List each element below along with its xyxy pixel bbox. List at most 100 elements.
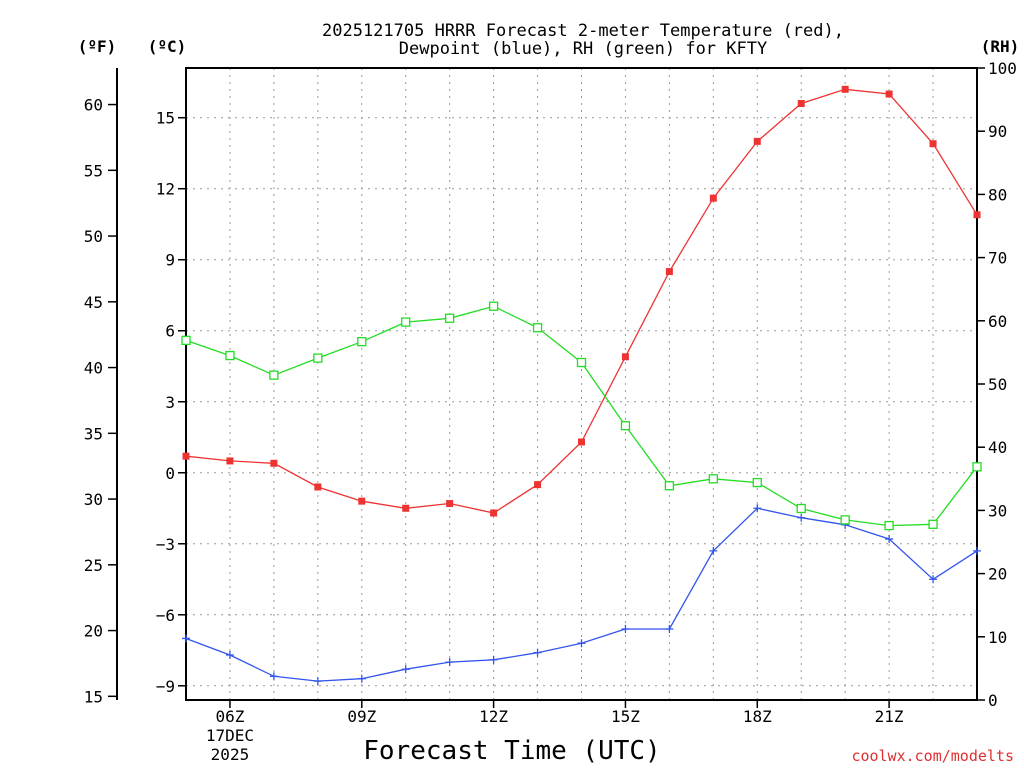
rh-point — [313, 353, 323, 363]
rh-point — [620, 421, 631, 431]
source-credit: coolwx.com/modelts — [851, 747, 1014, 765]
rh-point — [752, 477, 762, 488]
celsius-tick-label: −3 — [156, 535, 175, 554]
x-tick-label: 21Z — [875, 707, 904, 726]
rh-tick-label: 80 — [988, 185, 1007, 204]
2-meter-temperature-point — [753, 137, 761, 145]
x-tick-label: 15Z — [611, 707, 640, 726]
dewpoint-point — [225, 651, 234, 660]
dewpoint-point — [533, 648, 542, 657]
rh-point — [972, 462, 982, 472]
fahrenheit-tick-label: 35 — [84, 424, 103, 443]
dewpoint-point — [929, 575, 938, 584]
fahrenheit-tick-label: 55 — [84, 161, 103, 180]
2-meter-temperature-point — [182, 452, 190, 460]
fahrenheit-tick-label: 60 — [84, 96, 103, 115]
2-meter-temperature-point — [709, 194, 717, 202]
dewpoint-point — [182, 634, 190, 643]
2-meter-temperature-point — [270, 459, 278, 467]
celsius-tick-label: 3 — [165, 393, 175, 412]
celsius-tick-label: −6 — [156, 606, 175, 625]
rh-point — [796, 503, 806, 514]
rh-tick-label: 100 — [988, 59, 1017, 78]
2-meter-temperature-point — [578, 438, 585, 446]
celsius-tick-label: 12 — [156, 180, 175, 199]
2-meter-temperature-point — [797, 100, 805, 108]
rh-point — [357, 337, 367, 347]
rh-point — [884, 520, 894, 531]
dewpoint-point — [489, 655, 498, 664]
dewpoint-point — [665, 624, 674, 633]
rh-line — [185, 305, 978, 527]
2-meter-temperature-point — [841, 85, 849, 93]
fahrenheit-tick-label: 20 — [84, 622, 103, 641]
rh-point — [664, 481, 675, 491]
2-meter-temperature-point — [226, 457, 234, 465]
fahrenheit-tick-label: 25 — [84, 556, 103, 575]
dewpoint-point — [621, 624, 630, 633]
2-meter-temperature-point — [314, 483, 322, 491]
fahrenheit-tick-label: 15 — [84, 687, 103, 706]
celsius-unit-label: (ºC) — [148, 37, 187, 56]
x-tick-year-label: 2025 — [211, 745, 250, 764]
dewpoint-point — [313, 677, 322, 686]
2-meter-temperature-point — [358, 497, 366, 505]
dewpoint-point — [709, 546, 718, 555]
x-tick-label: 09Z — [347, 707, 376, 726]
dewpoint-point — [797, 513, 806, 522]
rh-point — [928, 519, 938, 529]
rh-point — [401, 317, 411, 327]
2-meter-temperature-point — [665, 268, 673, 276]
chart-title-line1: 2025121705 HRRR Forecast 2-meter Tempera… — [322, 21, 844, 41]
x-axis-label: Forecast Time (UTC) — [363, 736, 660, 766]
rh-tick-label: 50 — [988, 375, 1007, 394]
chart-title-line2: Dewpoint (blue), RH (green) for KFTY — [399, 39, 767, 59]
rh-tick-label: 40 — [988, 438, 1007, 457]
celsius-tick-label: 9 — [165, 251, 175, 270]
grid-lines — [186, 68, 977, 700]
dewpoint-point — [973, 546, 981, 555]
celsius-tick-label: 6 — [165, 322, 175, 341]
2-meter-temperature-point — [402, 504, 410, 512]
series-layer — [181, 85, 982, 686]
dewpoint-point — [401, 665, 410, 674]
2-meter-temperature-point — [534, 481, 542, 489]
fahrenheit-tick-label: 40 — [84, 359, 103, 378]
x-tick-date-label: 17DEC — [206, 726, 254, 745]
dewpoint-point — [445, 658, 454, 667]
rh-tick-label: 30 — [988, 501, 1007, 520]
dewpoint-point — [577, 639, 586, 648]
celsius-tick-label: −9 — [156, 677, 175, 696]
rh-tick-label: 60 — [988, 312, 1007, 331]
2-meter-temperature-point — [490, 509, 498, 517]
rh-tick-label: 20 — [988, 565, 1007, 584]
celsius-tick-label: 15 — [156, 109, 175, 128]
rh-point — [708, 474, 718, 484]
rh-point — [269, 370, 279, 380]
rh-point — [445, 313, 455, 323]
rh-tick-label: 90 — [988, 122, 1007, 141]
x-tick-label: 12Z — [479, 707, 508, 726]
2-meter-temperature-point — [885, 90, 893, 98]
rh-tick-label: 70 — [988, 249, 1007, 268]
rh-point — [576, 357, 587, 368]
fahrenheit-unit-label: (ºF) — [78, 37, 117, 56]
2-meter-temperature-point — [973, 211, 981, 219]
fahrenheit-tick-label: 45 — [84, 293, 103, 312]
rh-tick-label: 10 — [988, 628, 1007, 647]
rh-unit-label: (RH) — [981, 37, 1020, 56]
dewpoint-point — [885, 535, 894, 544]
x-tick-label: 18Z — [743, 707, 772, 726]
celsius-tick-label: 0 — [165, 464, 175, 483]
rh-point — [840, 515, 850, 525]
dewpoint-point — [753, 504, 762, 513]
dewpoint-point — [357, 674, 366, 683]
axis-ticks: −9−6−30369121515202530354045505560010203… — [84, 59, 1017, 764]
rh-point — [488, 301, 499, 311]
x-tick-label: 06Z — [215, 707, 244, 726]
fahrenheit-tick-label: 30 — [84, 490, 103, 509]
dewpoint-point — [269, 672, 278, 681]
rh-tick-label: 0 — [988, 691, 998, 710]
rh-point — [532, 323, 543, 333]
2-meter-temperature-point — [621, 353, 629, 361]
